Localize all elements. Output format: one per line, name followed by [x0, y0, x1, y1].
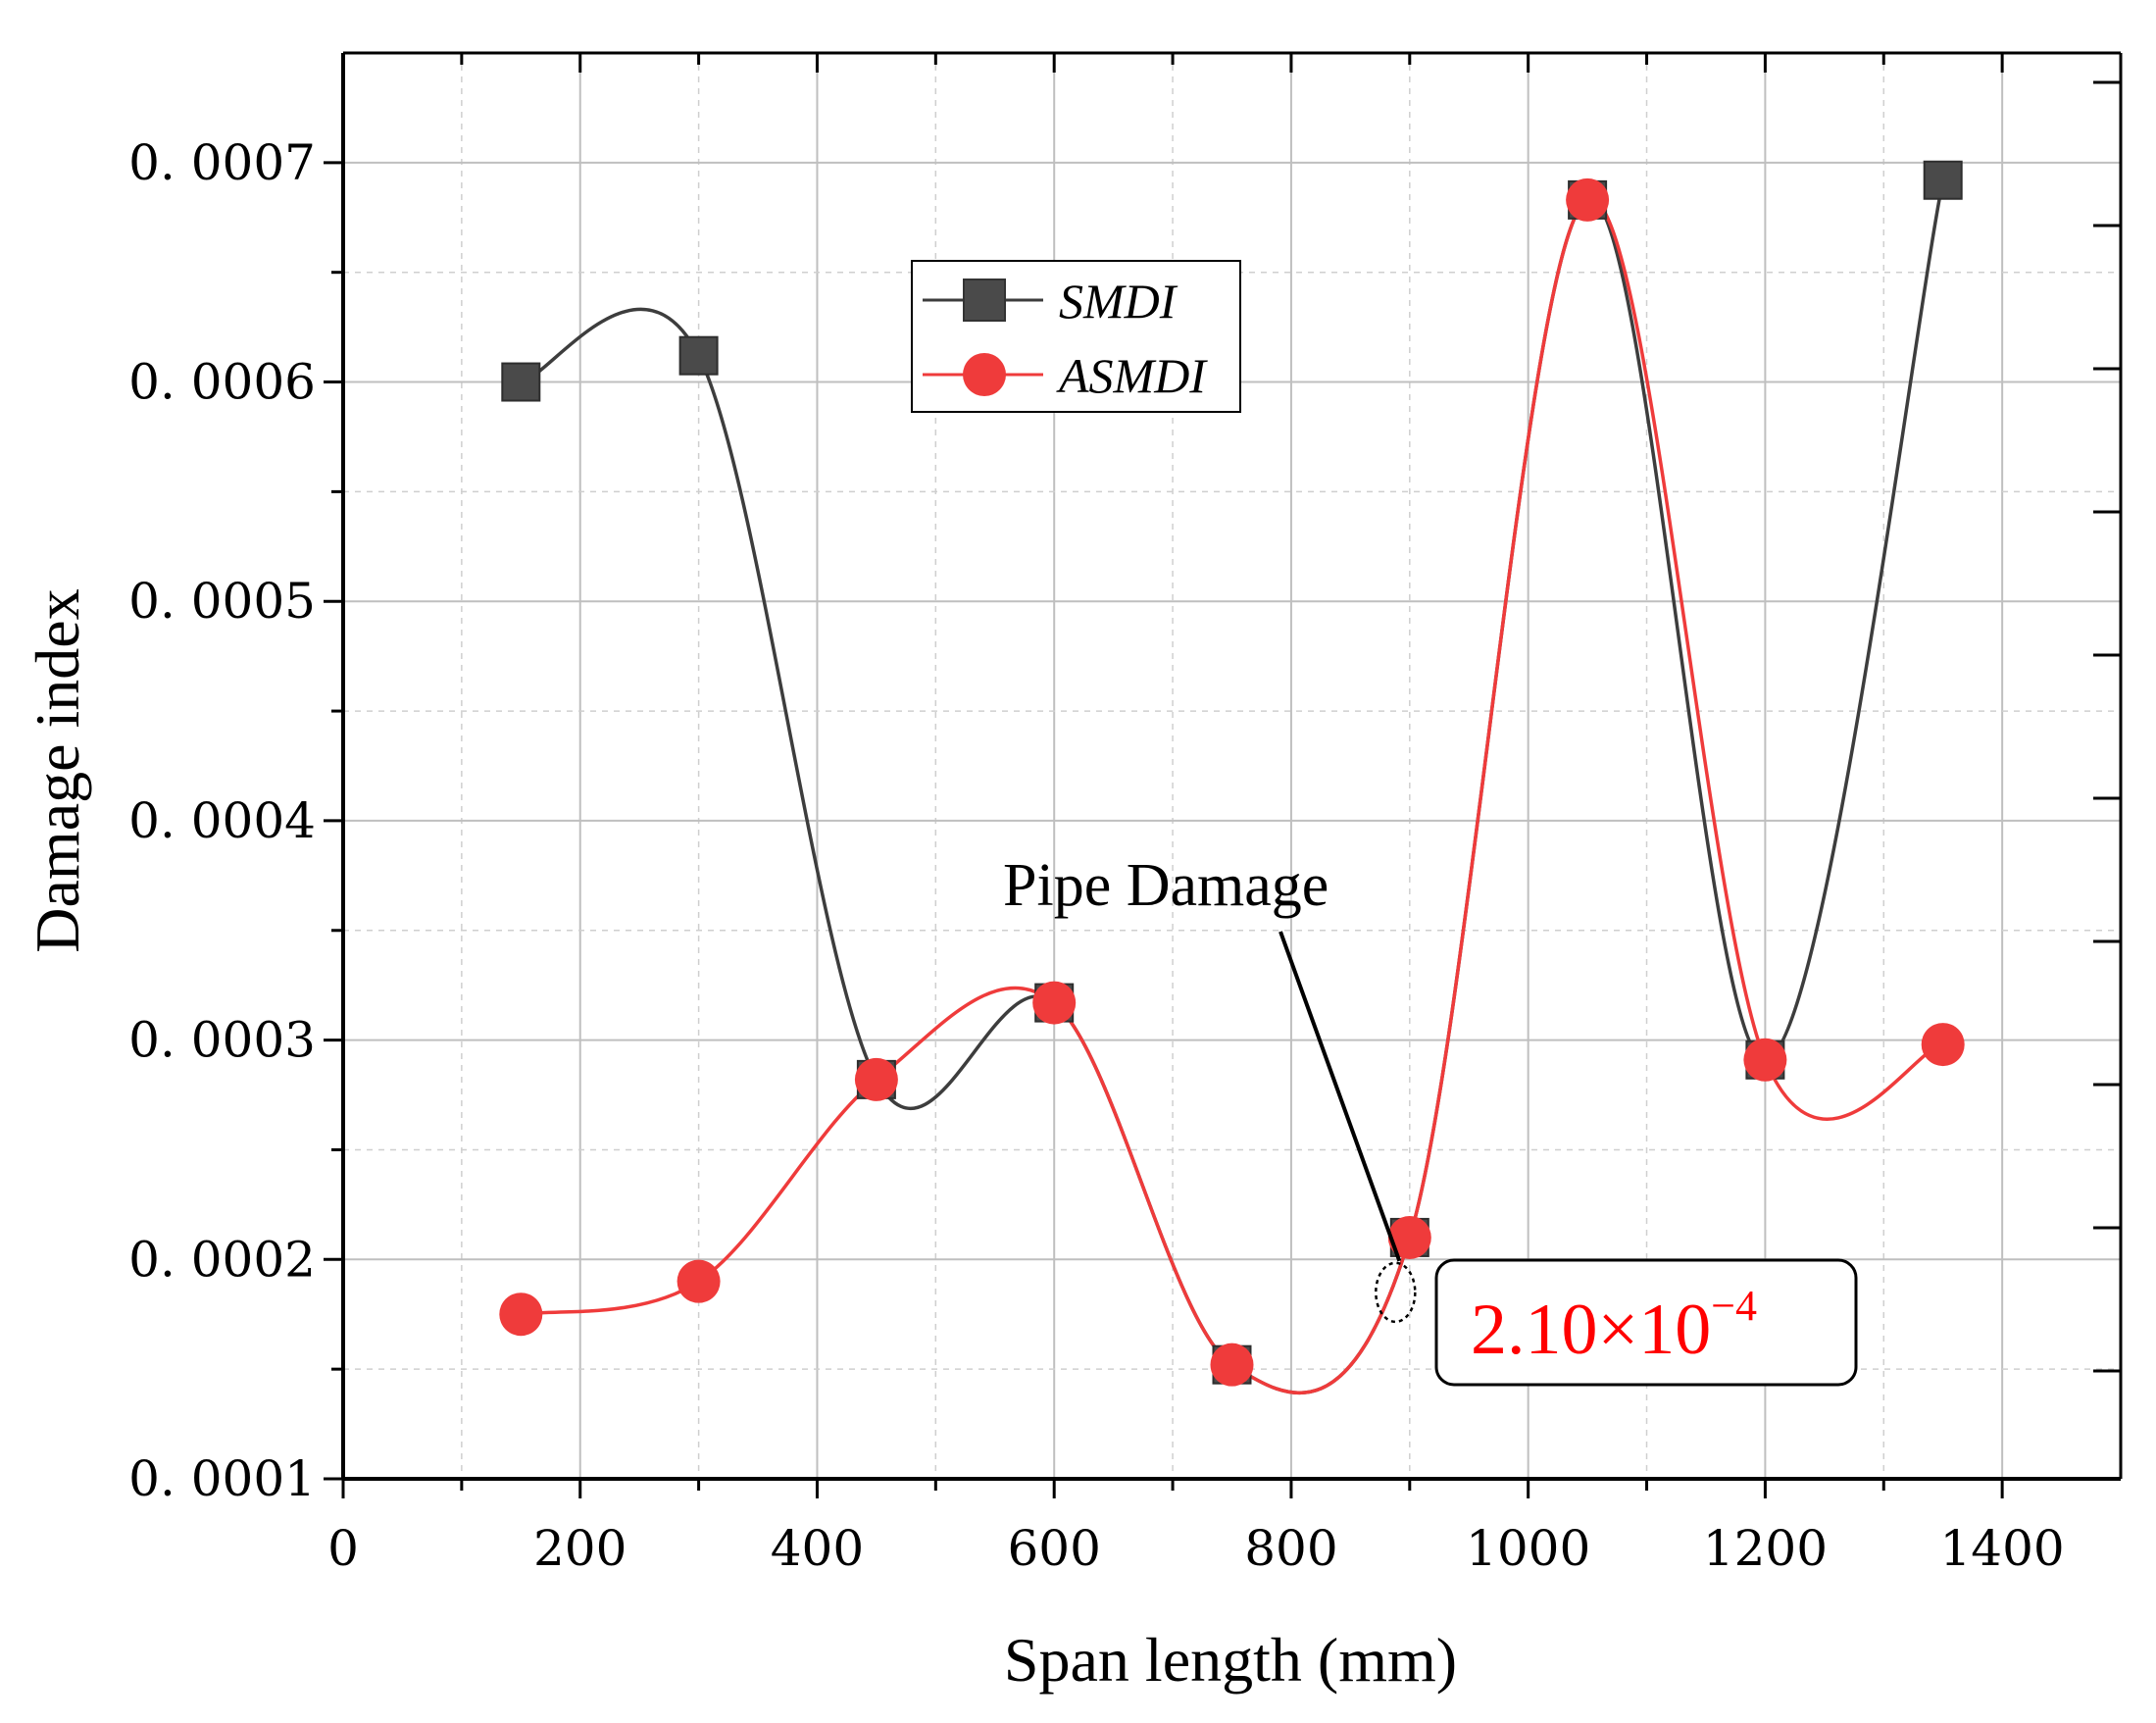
point-smdi — [1923, 160, 1963, 200]
point-asmdi — [1210, 1343, 1254, 1387]
point-smdi — [501, 362, 541, 402]
point-asmdi — [1032, 981, 1077, 1025]
point-asmdi — [1921, 1023, 1965, 1067]
x-tick-label: 400 — [771, 1520, 864, 1577]
x-tick-label: 800 — [1244, 1520, 1337, 1577]
axes — [324, 51, 2123, 1498]
x-tick-label: 1200 — [1703, 1520, 1828, 1577]
point-asmdi — [499, 1292, 543, 1337]
x-tick-label: 1400 — [1940, 1520, 2065, 1577]
annotation-value-box — [1434, 1258, 1858, 1387]
point-smdi — [678, 335, 719, 376]
x-tick-label: 1000 — [1466, 1520, 1590, 1577]
x-axis-title: Span length (mm) — [1004, 1625, 1457, 1695]
legend-label-smdi: SMDI — [1059, 274, 1178, 329]
point-asmdi — [677, 1259, 721, 1303]
point-asmdi — [854, 1057, 898, 1101]
legend: SMDI ASMDI — [911, 260, 1241, 413]
legend-label-asmdi: ASMDI — [1056, 348, 1208, 403]
annotation-pointer — [1279, 931, 1402, 1262]
annotation-value: 2.10×10−4 — [1471, 1282, 1757, 1370]
series — [499, 160, 1965, 1395]
y-axis-title: Damage index — [23, 588, 92, 952]
y-tick-label: 0. 0007 — [128, 134, 316, 191]
x-tick-label: 600 — [1007, 1520, 1100, 1577]
series-markers — [499, 160, 1965, 1387]
y-tick-label: 0. 0002 — [128, 1231, 316, 1288]
x-tick-label: 0 — [327, 1520, 359, 1577]
point-asmdi — [1566, 177, 1610, 222]
legend-marker-smdi — [963, 279, 1006, 322]
y-tick-label: 0. 0005 — [128, 573, 316, 630]
pipe-damage-annotation: Pipe Damage 2.10×10−4 — [1003, 852, 1858, 1387]
annotation-ellipse — [1375, 1261, 1417, 1324]
tick-labels: 0 200 400 600 800 1000 1200 1400 0. 0001 0. 0002 0… — [128, 134, 2065, 1577]
line-asmdi — [520, 197, 1944, 1395]
point-asmdi — [1743, 1038, 1787, 1082]
legend-marker-asmdi — [963, 353, 1006, 396]
y-tick-label: 0. 0004 — [128, 792, 316, 849]
point-asmdi — [1387, 1215, 1431, 1259]
grid — [343, 53, 2121, 1479]
annotation-label: Pipe Damage — [1003, 852, 1329, 919]
y-tick-label: 0. 0001 — [128, 1450, 316, 1507]
y-tick-label: 0. 0003 — [128, 1012, 316, 1069]
x-tick-label: 200 — [533, 1520, 627, 1577]
y-tick-label: 0. 0006 — [128, 354, 316, 411]
